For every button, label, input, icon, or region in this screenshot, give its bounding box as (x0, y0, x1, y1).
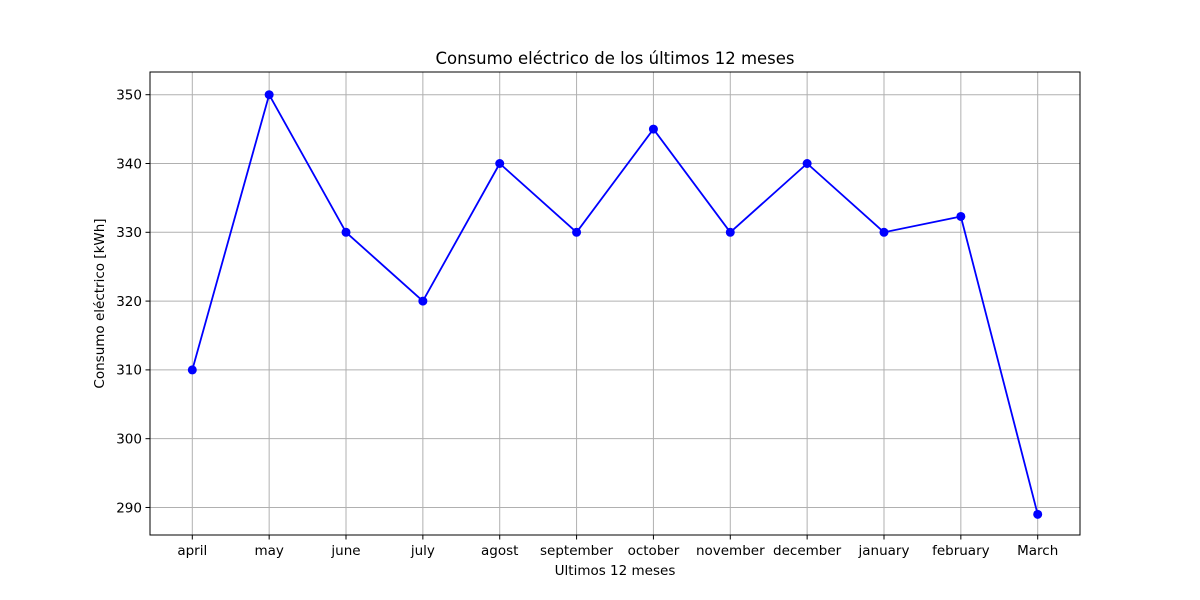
data-point (802, 158, 812, 168)
y-tick-label: 330 (116, 225, 142, 241)
data-point (418, 296, 428, 306)
data-point (264, 90, 274, 100)
grid (150, 72, 1080, 535)
x-tick-label: february (932, 543, 990, 559)
y-tick-label: 320 (116, 294, 142, 310)
data-point (495, 158, 505, 168)
ticks: april may june july agost september october nov… (116, 88, 1058, 559)
x-tick-label: september (540, 543, 614, 559)
plot-frame (149, 71, 1081, 536)
y-tick-label: 310 (116, 363, 142, 379)
x-tick-label: March (1017, 543, 1058, 559)
data-point (187, 365, 197, 375)
data-point (572, 227, 582, 237)
y-tick-label: 300 (116, 431, 142, 447)
data-point (1033, 509, 1043, 519)
data-point (648, 124, 658, 134)
data-point (725, 227, 735, 237)
data-point (879, 227, 889, 237)
x-tick-label: agost (481, 543, 518, 559)
y-tick-label: 350 (116, 88, 142, 104)
y-tick-label: 340 (116, 156, 142, 172)
x-tick-label: june (330, 543, 360, 559)
x-tick-label: april (177, 543, 207, 559)
x-tick-label: july (410, 543, 435, 559)
data-point (956, 211, 966, 221)
x-tick-label: october (628, 543, 680, 559)
y-tick-label: 290 (116, 500, 142, 516)
data-point (341, 227, 351, 237)
series-layer (187, 90, 1043, 519)
x-tick-label: january (858, 543, 910, 559)
x-axis-label: Ultimos 12 meses (555, 563, 676, 579)
y-axis-label: Consumo eléctrico [kWh] (92, 218, 108, 388)
x-tick-label: december (773, 543, 842, 559)
x-tick-label: november (696, 543, 765, 559)
series-line (191, 93, 1039, 515)
chart-title: Consumo eléctrico de los últimos 12 mese… (435, 49, 794, 68)
x-tick-label: may (254, 543, 283, 559)
